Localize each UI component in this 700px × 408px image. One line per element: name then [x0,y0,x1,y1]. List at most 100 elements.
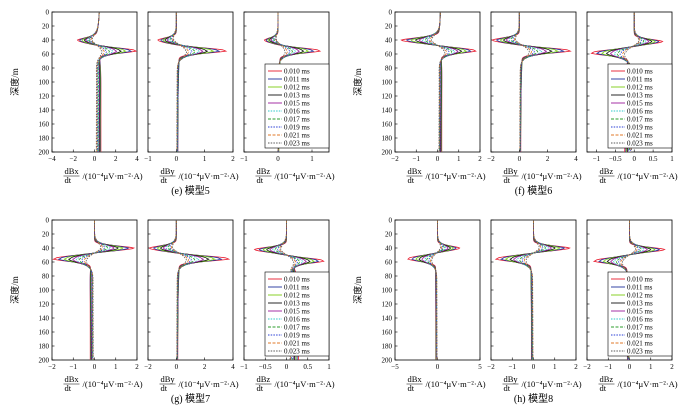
series-line [491,12,572,152]
series-line [79,11,133,152]
x-tick-label: 4 [231,363,235,371]
series-line [162,12,215,152]
x-tick-label: 2 [114,155,118,163]
legend-entry: 0.019 ms [284,123,310,131]
legend-entry: 0.021 ms [284,131,310,139]
y-tick-label: 0 [46,216,50,224]
x-axis-label: dBy [161,166,176,176]
y-tick-label: 0 [389,8,393,16]
y-tick-label: 180 [39,134,50,142]
x-axis-unit: /(10⁻⁴μV·m⁻²·A) [179,171,239,181]
x-axis-unit: /(10⁻⁴μV·m⁻²·A) [275,171,335,181]
x-tick-label: −2 [391,155,399,163]
y-tick-label: 40 [385,244,393,252]
x-tick-label: 0 [276,155,280,163]
x-tick-label: −1 [70,363,78,371]
x-tick-label: −2 [583,363,591,371]
y-tick-label: 100 [382,286,393,294]
series-line [410,11,468,153]
series-line [405,11,472,152]
x-axis-label: dBz [600,374,614,384]
legend-entry: 0.016 ms [627,315,653,323]
x-axis-unit: /(10⁻⁴μV·m⁻²·A) [275,379,335,389]
series-line [78,220,109,360]
legend-entry: 0.017 ms [627,323,653,331]
y-tick-label: 160 [39,120,50,128]
x-axis-label-den: dt [600,175,607,185]
legend-box [264,63,330,149]
x-axis-label: dBx [65,374,80,384]
x-axis-label: dBz [257,166,271,176]
y-tick-label: 60 [385,258,393,266]
x-tick-label: 2 [478,155,482,163]
x-tick-label: −1 [593,155,601,163]
series-line [85,220,102,360]
series-line [167,220,196,361]
x-axis-label-den: dt [504,175,511,185]
x-tick-label: −2 [487,363,495,371]
y-tick-label: 80 [42,272,50,280]
x-tick-label: 0 [93,363,97,371]
x-tick-label: 2 [546,155,550,163]
x-tick-label: 0.5 [649,155,658,163]
legend-entry: 0.012 ms [627,83,653,91]
y-tick-label: 180 [39,342,50,350]
legend-entry: 0.016 ms [284,107,310,115]
x-axis-label-den: dt [65,383,72,393]
panel-caption: (h) 模型8 [514,392,553,405]
series-line [424,220,447,361]
legend-entry: 0.011 ms [627,283,653,291]
legend-entry: 0.023 ms [284,139,310,147]
series-line [162,220,205,360]
y-tick-label: 60 [42,258,50,266]
y-tick-label: 20 [385,22,393,30]
y-tick-label: 0 [46,8,50,16]
x-tick-label: 4 [135,155,139,163]
x-axis-unit: /(10⁻⁴μV·m⁻²·A) [426,379,486,389]
x-tick-label: 1 [203,155,207,163]
x-axis-label-den: dt [161,383,168,393]
y-tick-label: 100 [382,78,393,86]
legend-entry: 0.012 ms [284,291,310,299]
y-tick-label: 120 [39,300,50,308]
legend-entry: 0.019 ms [627,331,653,339]
legend-entry: 0.016 ms [627,107,653,115]
x-tick-label: 0 [93,155,97,163]
y-tick-label: 20 [385,230,393,238]
x-tick-label: −2 [487,155,495,163]
series-line [513,12,532,152]
series-line [57,220,130,360]
y-tick-label: 200 [39,356,50,364]
x-tick-label: 0 [436,155,440,163]
y-tick-label: 0 [389,216,393,224]
x-tick-label: −1 [240,155,248,163]
series-line [415,220,454,360]
y-tick-label: 80 [42,64,50,72]
legend-entry: 0.012 ms [627,291,653,299]
series-line [159,220,210,361]
series-line [411,220,457,360]
y-tick-label: 40 [42,36,50,44]
x-tick-label: 1 [670,155,674,163]
x-axis-label: dBy [161,374,176,384]
x-tick-label: 4 [574,155,578,163]
x-axis-label: dBy [504,166,519,176]
series-line [508,12,543,152]
x-axis-unit: /(10⁻⁴μV·m⁻²·A) [179,379,239,389]
x-axis-label-den: dt [408,175,415,185]
x-axis-label-den: dt [65,175,72,185]
series-line [510,12,539,153]
x-tick-label: 2 [231,155,235,163]
x-tick-label: −2 [48,363,56,371]
series-line [169,220,192,360]
x-tick-label: 0.5 [303,363,312,371]
x-axis-label-den: dt [161,175,168,185]
legend-box [264,271,330,357]
legend-entry: 0.021 ms [284,339,310,347]
x-tick-label: −0.5 [259,363,272,371]
series-line [525,220,540,360]
